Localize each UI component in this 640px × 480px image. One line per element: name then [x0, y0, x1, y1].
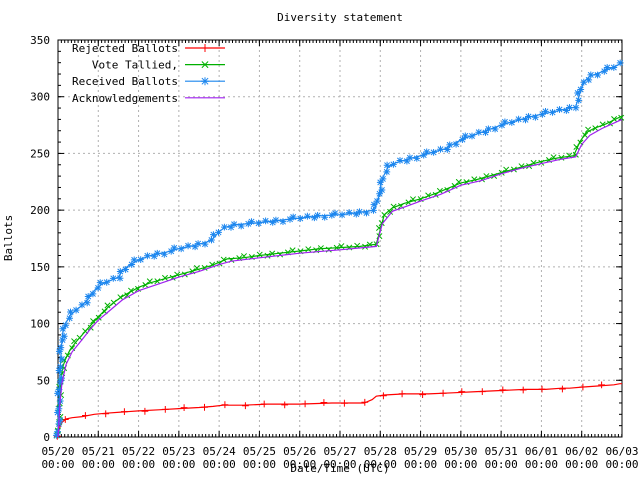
x-tick-date: 05/30 — [444, 445, 477, 458]
tick-marks — [57, 39, 623, 438]
x-tick-date: 05/25 — [243, 445, 276, 458]
x-tick-time: 00:00 — [444, 458, 477, 471]
x-tick-labels: 05/2000:0005/2100:0005/2200:0005/2300:00… — [41, 445, 638, 471]
y-tick-label: 0 — [43, 431, 50, 444]
x-tick-date: 05/23 — [162, 445, 195, 458]
y-tick-label: 300 — [30, 91, 50, 104]
y-tick-label: 150 — [30, 261, 50, 274]
series-acknowledgements — [57, 118, 623, 438]
legend-label: Rejected Ballots — [72, 42, 178, 55]
series-rejected-ballots — [53, 381, 622, 440]
x-tick-time: 00:00 — [364, 458, 397, 471]
x-tick-time: 00:00 — [41, 458, 74, 471]
y-tick-label: 100 — [30, 318, 50, 331]
x-tick-date: 05/26 — [283, 445, 316, 458]
x-tick-time: 00:00 — [243, 458, 276, 471]
x-tick-time: 00:00 — [283, 458, 316, 471]
legend-label: Vote Tallied, — [92, 59, 178, 72]
series-received-ballots — [53, 59, 624, 439]
y-tick-label: 200 — [30, 204, 50, 217]
legend-item-received-ballots: Received Ballots — [72, 75, 225, 88]
plot-layer: 05/2000:0005/2100:0005/2200:0005/2300:00… — [30, 34, 638, 471]
legend-item-acknowledgements: Acknowledgements — [72, 92, 225, 105]
y-tick-labels: 0 50 100 150 200 250 300 350 — [30, 34, 50, 444]
legend: Rejected Ballots Vote Tallied, Received Ba… — [72, 42, 225, 105]
y-axis-label: Ballots — [2, 215, 15, 261]
x-tick-time: 00:00 — [605, 458, 638, 471]
x-tick-time: 00:00 — [565, 458, 598, 471]
x-tick-date: 06/01 — [525, 445, 558, 458]
y-tick-label: 250 — [30, 147, 50, 160]
x-tick-date: 05/27 — [323, 445, 356, 458]
x-tick-time: 00:00 — [404, 458, 437, 471]
x-tick-time: 00:00 — [122, 458, 155, 471]
legend-sample-marker — [201, 77, 209, 86]
x-tick-date: 05/20 — [41, 445, 74, 458]
legend-item-rejected-ballots: Rejected Ballots — [72, 42, 225, 55]
y-tick-label: 50 — [37, 374, 50, 387]
x-tick-date: 06/03 — [605, 445, 638, 458]
series-received-ballots-markers — [53, 59, 624, 439]
x-tick-date: 05/29 — [404, 445, 437, 458]
x-tick-date: 05/22 — [122, 445, 155, 458]
y-tick-label: 350 — [30, 34, 50, 47]
legend-sample-marker — [201, 44, 209, 52]
legend-item-vote-tallied: Vote Tallied, — [92, 59, 225, 72]
legend-sample-marker — [201, 61, 209, 69]
x-tick-time: 00:00 — [203, 458, 236, 471]
chart-title: Diversity statement — [277, 11, 403, 24]
x-tick-time: 00:00 — [525, 458, 558, 471]
x-tick-date: 05/21 — [82, 445, 115, 458]
x-tick-date: 06/02 — [565, 445, 598, 458]
grid — [58, 40, 622, 437]
x-tick-time: 00:00 — [485, 458, 518, 471]
legend-label: Acknowledgements — [72, 92, 178, 105]
x-tick-date: 05/28 — [364, 445, 397, 458]
x-axis-label: Date/Time (UTC) — [290, 462, 389, 475]
x-tick-date: 05/24 — [203, 445, 236, 458]
series-rejected-ballots-line — [57, 383, 622, 438]
series-acknowledgements-line — [57, 118, 623, 438]
x-tick-time: 00:00 — [162, 458, 195, 471]
legend-label: Received Ballots — [72, 75, 178, 88]
x-tick-time: 00:00 — [82, 458, 115, 471]
x-tick-date: 05/31 — [485, 445, 518, 458]
x-tick-time: 00:00 — [323, 458, 356, 471]
